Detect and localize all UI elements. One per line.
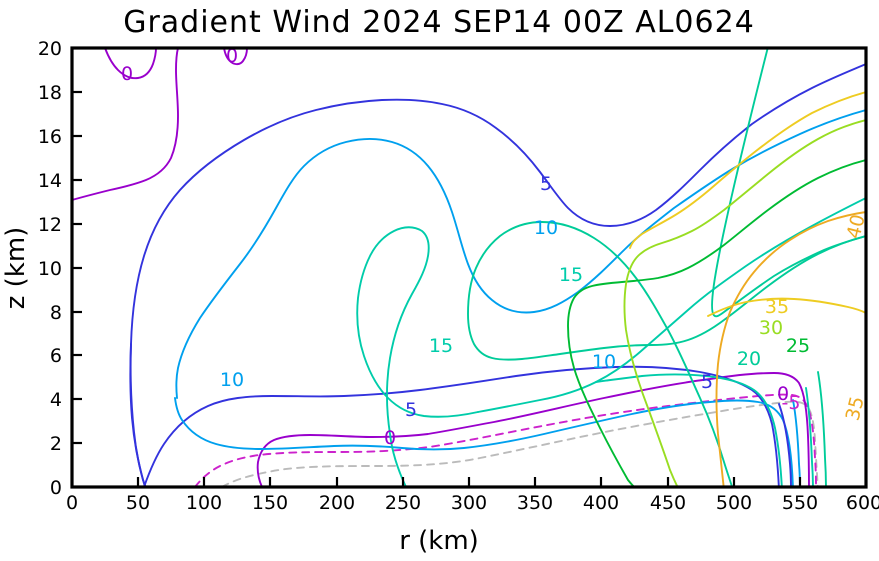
x-tick-label-9: 450 bbox=[650, 492, 686, 514]
contour-label-5-a: 5 bbox=[540, 173, 552, 195]
contour-level-15-upper bbox=[356, 226, 479, 487]
y-tick-label-3: 6 bbox=[50, 345, 62, 367]
contour-bundle-5 bbox=[778, 403, 792, 487]
contour-label-5-b: 5 bbox=[405, 399, 417, 421]
contour-label-10-c: 10 bbox=[592, 351, 616, 373]
x-tick-label-2: 100 bbox=[186, 492, 222, 514]
contour-bundle-20 bbox=[817, 371, 827, 487]
contour-bundle-15 bbox=[805, 387, 814, 487]
x-tick-label-6: 300 bbox=[451, 492, 487, 514]
contour-level-35-lobe bbox=[707, 297, 866, 317]
plot-title: Gradient Wind 2024 SEP14 00Z AL0624 bbox=[123, 5, 755, 40]
y-tick-label-2: 4 bbox=[50, 389, 62, 411]
contour-level-30 bbox=[623, 119, 866, 487]
contour-label-15-a: 15 bbox=[559, 264, 583, 286]
contour-level-0-loop-b bbox=[223, 48, 248, 66]
x-tick-label-5: 250 bbox=[385, 492, 421, 514]
x-tick-label-11: 550 bbox=[782, 492, 818, 514]
contour-level-5-lower bbox=[143, 365, 780, 487]
contour-level-0-loop-a bbox=[104, 48, 157, 80]
contour-label-10-b: 10 bbox=[220, 369, 244, 391]
contour-level-10-lower bbox=[174, 397, 794, 487]
contour-label-10-a: 10 bbox=[534, 217, 558, 239]
contour-level-10-main bbox=[175, 109, 866, 399]
contour-level-35-upper bbox=[629, 91, 866, 249]
contour-label-35-a: 35 bbox=[765, 296, 789, 318]
y-tick-label-7: 14 bbox=[38, 170, 62, 192]
x-axis-label: r (km) bbox=[399, 526, 479, 556]
contour-level-20-path bbox=[467, 221, 866, 487]
contour-label-20: 20 bbox=[737, 348, 761, 370]
x-tick-label-3: 150 bbox=[252, 492, 288, 514]
x-tick-label-8: 400 bbox=[583, 492, 619, 514]
contour-level-5-axis bbox=[129, 63, 866, 487]
y-tick-label-6: 12 bbox=[38, 214, 62, 236]
y-tick-label-0: 0 bbox=[50, 477, 62, 499]
contour-level-0-left bbox=[72, 48, 179, 201]
x-tick-label-10: 500 bbox=[716, 492, 752, 514]
contour-label-0-c: 0 bbox=[384, 427, 396, 449]
contour-level-0-lower bbox=[256, 372, 810, 487]
contour-label-15-b: 15 bbox=[429, 335, 453, 357]
contour-level-15-outer bbox=[477, 197, 866, 413]
x-tick-label-1: 50 bbox=[126, 492, 150, 514]
contour-level--10 bbox=[221, 400, 819, 487]
x-axis: 0 50 100 150 200 250 300 350 400 450 500… bbox=[66, 477, 879, 556]
x-tick-label-4: 200 bbox=[319, 492, 355, 514]
contour-label-group: 0 0 5 10 15 15 10 10 5 5 0 0 -5 20 25 30… bbox=[121, 45, 870, 449]
contour-label-30: 30 bbox=[759, 317, 783, 339]
contour-label-5-c: 5 bbox=[701, 371, 713, 393]
x-tick-label-7: 350 bbox=[517, 492, 553, 514]
y-tick-label-10: 20 bbox=[38, 38, 62, 60]
y-axis-label: z (km) bbox=[1, 227, 31, 310]
contour-label-0-a: 0 bbox=[121, 63, 133, 85]
contour-label-25: 25 bbox=[786, 335, 810, 357]
contour-label--5: -5 bbox=[782, 392, 801, 414]
contour-label-0-d: 0 bbox=[777, 383, 789, 405]
x-tick-label-0: 0 bbox=[66, 492, 78, 514]
x-tick-label-12: 600 bbox=[846, 492, 879, 514]
contour-level--5 bbox=[194, 393, 817, 487]
contour-level-25 bbox=[567, 159, 866, 487]
contour-label-0-b: 0 bbox=[226, 45, 238, 67]
contour-field bbox=[72, 48, 866, 487]
y-tick-label-9: 18 bbox=[38, 82, 62, 104]
contour-level-15-descend bbox=[595, 373, 783, 487]
y-tick-label-8: 16 bbox=[38, 126, 62, 148]
y-tick-label-4: 8 bbox=[50, 302, 62, 324]
y-tick-label-1: 2 bbox=[50, 433, 62, 455]
contour-level-40 bbox=[715, 211, 866, 487]
y-axis: 0 2 4 6 8 10 12 14 16 18 20 z (km) bbox=[1, 38, 82, 499]
y-tick-label-5: 10 bbox=[38, 258, 62, 280]
